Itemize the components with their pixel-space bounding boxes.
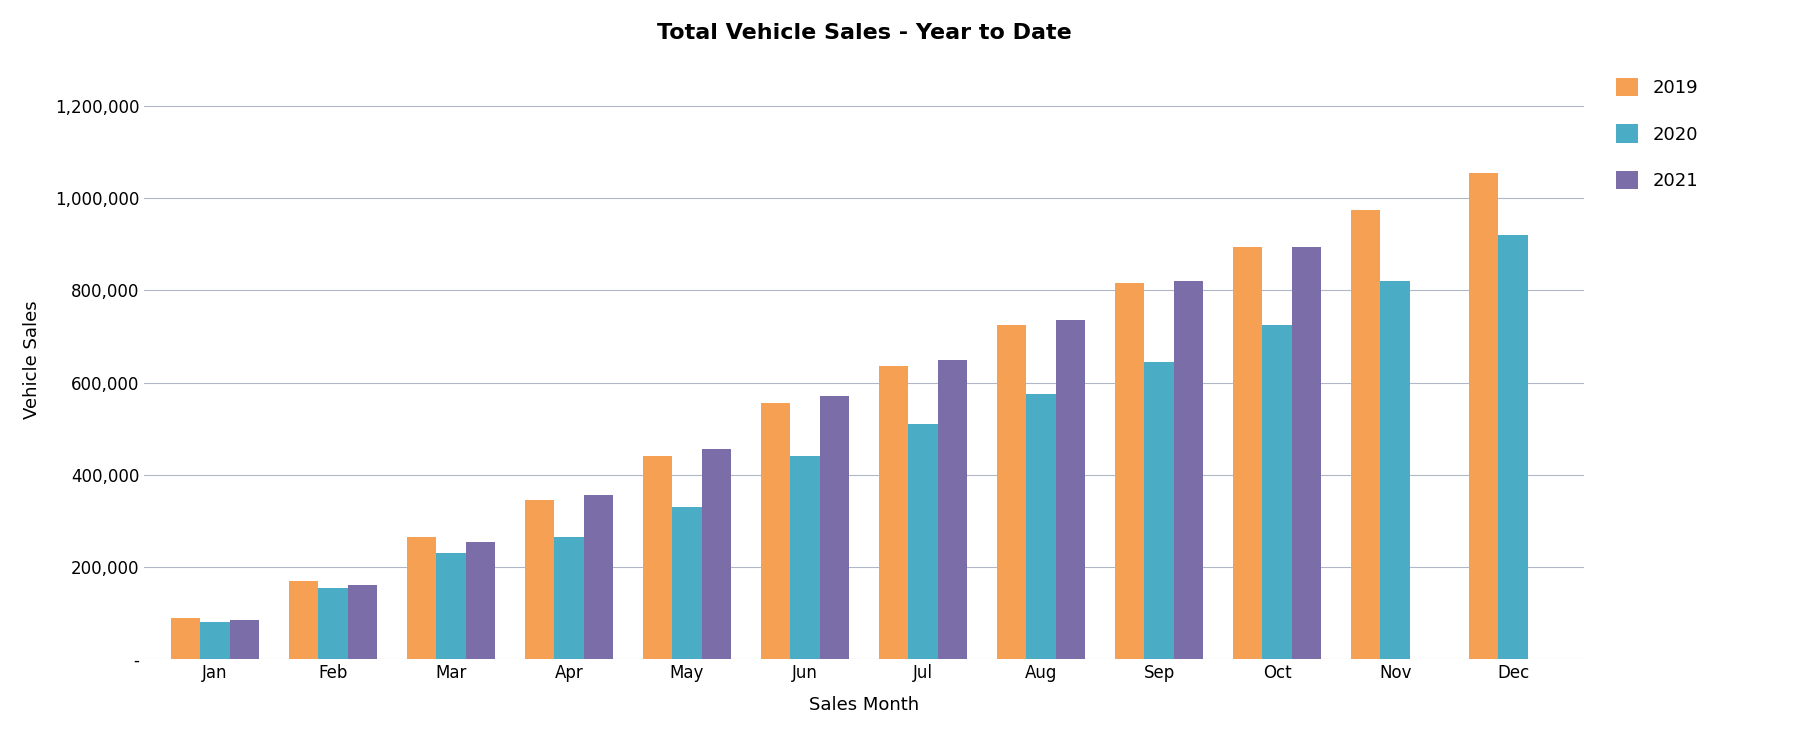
Bar bbox=[524, 500, 554, 659]
Bar bbox=[909, 424, 938, 659]
Bar bbox=[583, 496, 614, 659]
Bar bbox=[466, 542, 495, 659]
Bar bbox=[347, 586, 378, 659]
Bar bbox=[938, 360, 967, 659]
X-axis label: Sales Month: Sales Month bbox=[808, 696, 920, 714]
Bar bbox=[1057, 321, 1085, 659]
Bar bbox=[436, 553, 466, 659]
Bar bbox=[702, 449, 731, 659]
Bar bbox=[878, 366, 909, 659]
Bar bbox=[407, 537, 436, 659]
Bar bbox=[1233, 246, 1262, 659]
Bar bbox=[1381, 281, 1409, 659]
Bar bbox=[171, 618, 200, 659]
Bar bbox=[1350, 210, 1381, 659]
Bar bbox=[1026, 394, 1057, 659]
Bar bbox=[790, 456, 819, 659]
Bar bbox=[1469, 173, 1498, 659]
Bar bbox=[819, 396, 850, 659]
Bar bbox=[1262, 325, 1292, 659]
Bar bbox=[200, 622, 230, 659]
Y-axis label: Vehicle Sales: Vehicle Sales bbox=[23, 300, 41, 419]
Bar bbox=[1114, 283, 1145, 659]
Bar bbox=[554, 537, 583, 659]
Bar bbox=[1292, 246, 1321, 659]
Bar bbox=[671, 507, 702, 659]
Bar bbox=[1145, 362, 1174, 659]
Bar bbox=[643, 456, 671, 659]
Bar bbox=[1498, 235, 1528, 659]
Bar bbox=[319, 588, 347, 659]
Bar bbox=[288, 580, 319, 659]
Bar bbox=[997, 325, 1026, 659]
Title: Total Vehicle Sales - Year to Date: Total Vehicle Sales - Year to Date bbox=[657, 23, 1071, 43]
Legend: 2019, 2020, 2021: 2019, 2020, 2021 bbox=[1607, 69, 1706, 199]
Bar bbox=[761, 403, 790, 659]
Bar bbox=[230, 620, 259, 659]
Bar bbox=[1174, 281, 1204, 659]
